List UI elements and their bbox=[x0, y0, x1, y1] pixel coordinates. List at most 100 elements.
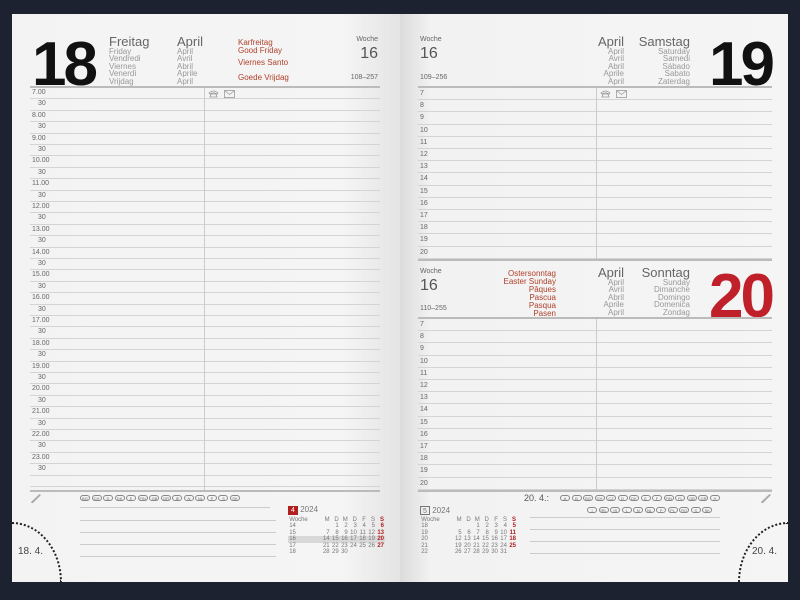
calendar-day[interactable] bbox=[367, 549, 376, 555]
calendar-day[interactable]: 21 bbox=[473, 542, 480, 549]
pencil-icon[interactable] bbox=[30, 494, 42, 504]
time-slot-row[interactable]: 30 bbox=[30, 350, 380, 362]
time-slot-row[interactable]: 30 bbox=[30, 122, 380, 134]
time-slot-row[interactable]: 10.00 bbox=[30, 156, 380, 168]
calendar-day[interactable]: 22 bbox=[482, 542, 489, 549]
calendar-day[interactable]: 3 bbox=[353, 523, 357, 530]
calendar-day[interactable]: 5 bbox=[371, 523, 375, 530]
calendar-day[interactable] bbox=[349, 549, 358, 555]
time-slot-row[interactable]: 10 bbox=[418, 356, 772, 368]
calendar-day[interactable] bbox=[376, 549, 385, 555]
calendar-day[interactable]: 11 bbox=[359, 529, 366, 536]
time-slot-row[interactable]: 8.00 bbox=[30, 111, 380, 123]
time-slot-row[interactable]: 16 bbox=[418, 198, 772, 210]
calendar-day[interactable]: 10 bbox=[350, 529, 357, 536]
calendar-day[interactable]: 23 bbox=[491, 542, 498, 549]
calendar-day[interactable]: 24 bbox=[350, 542, 357, 549]
calendar-day[interactable]: 18 bbox=[358, 536, 368, 543]
time-slot-row[interactable]: 14 bbox=[418, 173, 772, 186]
time-slot-row[interactable]: 30 bbox=[30, 464, 380, 476]
time-slot-row[interactable]: 13 bbox=[418, 161, 772, 174]
calendar-day[interactable]: 9 bbox=[344, 529, 348, 536]
time-slot-row[interactable]: 11 bbox=[418, 368, 772, 380]
calendar-day[interactable]: 25 bbox=[359, 542, 366, 549]
calendar-day[interactable]: 29 bbox=[332, 549, 339, 556]
time-slot-row[interactable]: 18.00 bbox=[30, 339, 380, 351]
calendar-day[interactable]: 16 bbox=[491, 536, 498, 543]
time-slot-row[interactable]: 12 bbox=[418, 149, 772, 162]
time-slot-row[interactable]: 9 bbox=[418, 343, 772, 356]
time-slot-row[interactable]: 30 bbox=[30, 282, 380, 294]
calendar-day[interactable]: 26 bbox=[454, 549, 462, 556]
time-slot-row[interactable]: 22.00 bbox=[30, 430, 380, 442]
time-slot-row[interactable]: 30 bbox=[30, 168, 380, 180]
calendar-day[interactable]: 15 bbox=[330, 536, 340, 543]
time-slot-row[interactable]: 20.00 bbox=[30, 384, 380, 396]
time-slot-row[interactable]: 9 bbox=[418, 112, 772, 125]
time-slot-row[interactable] bbox=[30, 476, 380, 487]
time-slot-row[interactable]: 19 bbox=[418, 234, 772, 247]
calendar-day[interactable] bbox=[508, 549, 517, 555]
time-slot-row[interactable]: 9.00 bbox=[30, 134, 380, 145]
calendar-day[interactable]: 10 bbox=[500, 529, 507, 536]
calendar-day[interactable]: 7 bbox=[476, 529, 480, 536]
calendar-day[interactable]: 4 bbox=[362, 523, 366, 530]
time-slot-row[interactable]: 19 bbox=[418, 465, 772, 478]
time-slot-row[interactable]: 30 bbox=[30, 259, 380, 271]
calendar-day[interactable]: 7 bbox=[326, 529, 330, 536]
time-slot-row[interactable]: 30 bbox=[30, 419, 380, 430]
calendar-day[interactable]: 6 bbox=[467, 529, 471, 536]
calendar-day[interactable]: 4 bbox=[503, 523, 507, 530]
time-slot-row[interactable]: 7 bbox=[418, 319, 772, 332]
pencil-icon[interactable] bbox=[760, 494, 772, 504]
time-slot-row[interactable]: 30 bbox=[30, 191, 380, 202]
calendar-day[interactable]: 13 bbox=[377, 529, 385, 536]
calendar-day[interactable]: 24 bbox=[500, 542, 507, 549]
calendar-day[interactable]: 1 bbox=[476, 523, 480, 530]
calendar-day[interactable]: 30 bbox=[491, 549, 498, 556]
time-slot-row[interactable]: 30 bbox=[30, 373, 380, 385]
time-slot-row[interactable]: 10 bbox=[418, 125, 772, 137]
calendar-day[interactable]: 19 bbox=[367, 536, 377, 543]
calendar-day[interactable] bbox=[358, 549, 367, 555]
calendar-day[interactable]: 28 bbox=[473, 549, 480, 556]
time-slot-row[interactable]: 13 bbox=[418, 392, 772, 405]
time-slot-row[interactable]: 17.00 bbox=[30, 316, 380, 328]
calendar-day[interactable]: 15 bbox=[482, 536, 489, 543]
time-slot-row[interactable]: 18 bbox=[418, 222, 772, 235]
time-slot-row[interactable]: 30 bbox=[30, 396, 380, 408]
time-slot-row[interactable]: 17 bbox=[418, 441, 772, 454]
calendar-day[interactable]: 14 bbox=[308, 536, 331, 543]
calendar-day[interactable]: 22 bbox=[332, 542, 339, 549]
calendar-day[interactable]: 21 bbox=[322, 542, 330, 549]
time-slot-row[interactable]: 8 bbox=[418, 331, 772, 344]
calendar-day[interactable]: 13 bbox=[464, 536, 471, 543]
calendar-day[interactable]: 1 bbox=[335, 523, 339, 530]
time-slot-row[interactable]: 12.00 bbox=[30, 202, 380, 214]
time-slot-row[interactable]: 20 bbox=[418, 247, 772, 259]
calendar-day[interactable]: 16 bbox=[339, 536, 349, 543]
calendar-day[interactable]: 12 bbox=[368, 529, 375, 536]
time-slot-row[interactable]: 20 bbox=[418, 478, 772, 490]
time-slot-row[interactable]: 30 bbox=[30, 305, 380, 316]
calendar-day[interactable]: 29 bbox=[482, 549, 489, 556]
calendar-day[interactable]: 18 bbox=[509, 536, 517, 543]
time-slot-row[interactable]: 14 bbox=[418, 404, 772, 417]
time-slot-row[interactable]: 16 bbox=[418, 429, 772, 441]
calendar-day[interactable]: 5 bbox=[458, 529, 462, 536]
time-slot-row[interactable]: 15 bbox=[418, 417, 772, 429]
time-slot-row[interactable]: 30 bbox=[30, 236, 380, 248]
calendar-day[interactable]: 27 bbox=[377, 542, 385, 549]
time-slot-row[interactable]: 17 bbox=[418, 210, 772, 223]
time-slot-row[interactable]: 14.00 bbox=[30, 248, 380, 259]
calendar-day[interactable]: 17 bbox=[348, 536, 359, 543]
calendar-day[interactable]: 19 bbox=[454, 542, 462, 549]
time-slot-row[interactable]: 30 bbox=[30, 327, 380, 339]
time-slot-row[interactable]: 13.00 bbox=[30, 225, 380, 237]
time-slot-row[interactable]: 30 bbox=[30, 99, 380, 111]
calendar-day[interactable]: 2 bbox=[485, 523, 489, 530]
calendar-day[interactable]: 31 bbox=[500, 549, 507, 556]
calendar-day[interactable]: 20 bbox=[464, 542, 471, 549]
calendar-day[interactable]: 6 bbox=[380, 523, 385, 530]
time-slot-row[interactable]: 30 bbox=[30, 441, 380, 453]
